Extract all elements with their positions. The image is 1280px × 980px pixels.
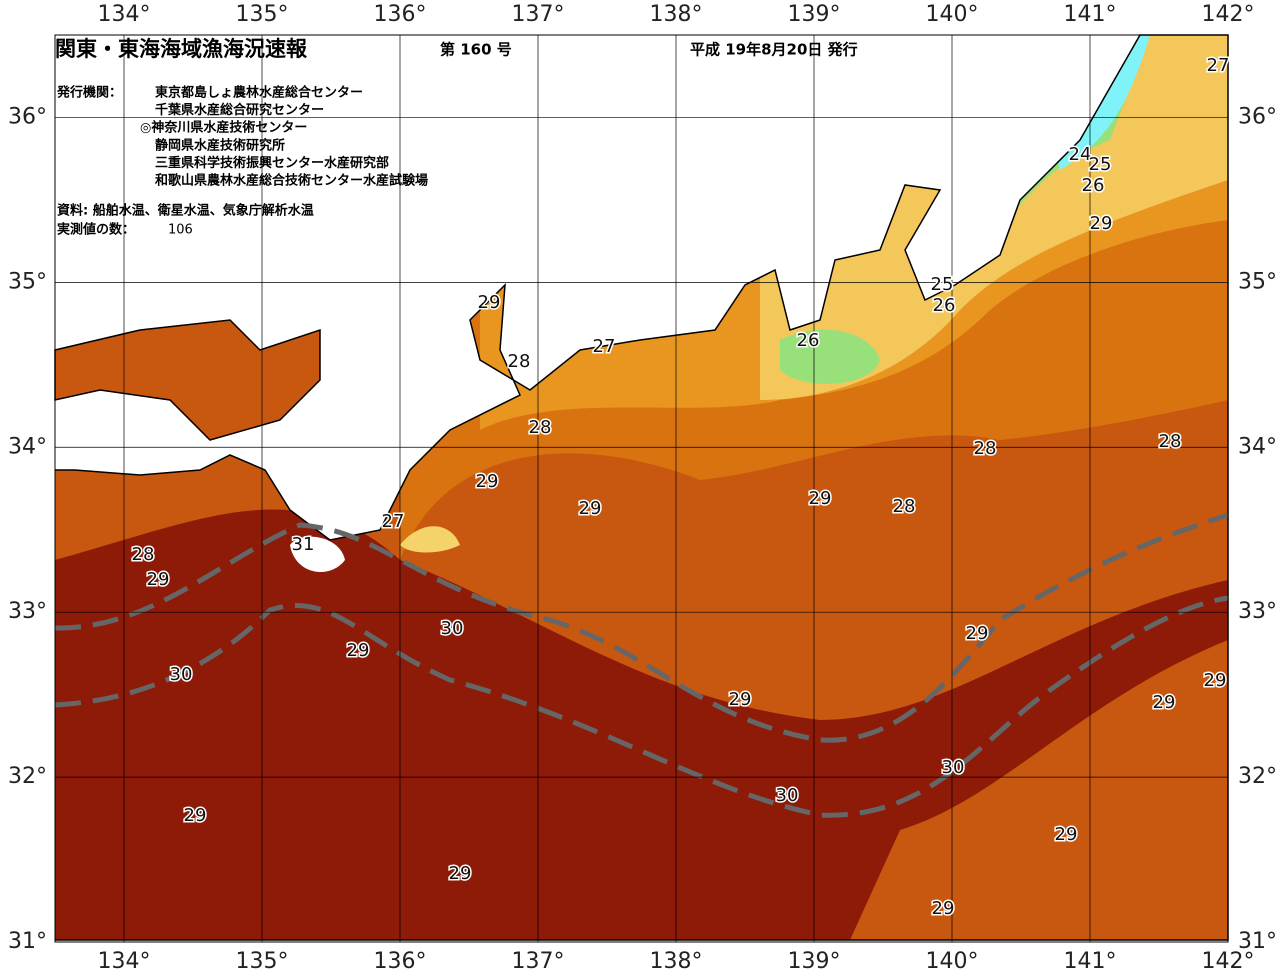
sea-30 xyxy=(55,509,1228,940)
lon-tick-label: 137° xyxy=(512,2,565,27)
contour-label: 30 xyxy=(441,618,464,639)
contour-label: 30 xyxy=(776,785,799,806)
lon-tick-label: 140° xyxy=(926,2,979,27)
lon-tick-label: 141° xyxy=(1064,949,1117,974)
lon-tick-label: 138° xyxy=(650,949,703,974)
lon-tick-label: 136° xyxy=(374,949,427,974)
lon-tick-label: 139° xyxy=(788,949,841,974)
publisher-label: 発行機関： xyxy=(56,85,122,101)
contour-label: 28 xyxy=(974,438,997,459)
contour-label: 28 xyxy=(893,496,916,517)
count: 106 xyxy=(168,223,193,238)
sea-31 xyxy=(290,536,345,572)
contour-label: 29 xyxy=(809,488,832,509)
sea-25 xyxy=(780,329,880,384)
contour-label: 26 xyxy=(797,330,820,351)
contour-label: 29 xyxy=(347,640,370,661)
lat-tick-label: 34° xyxy=(8,434,47,459)
contour-label: 28 xyxy=(1159,431,1182,452)
contour-label: 29 xyxy=(147,569,170,590)
contour-label: 29 xyxy=(1204,670,1227,691)
lat-tick-label: 33° xyxy=(1238,599,1277,624)
contour-label: 28 xyxy=(132,544,155,565)
contour-label: 29 xyxy=(1090,213,1113,234)
contour-label: 25 xyxy=(931,274,954,295)
contour-label: 29 xyxy=(932,898,955,919)
lon-tick-label: 137° xyxy=(512,949,565,974)
lat-tick-label: 32° xyxy=(8,764,47,789)
publisher: 千葉県水産総合研究センター xyxy=(155,102,324,118)
contour-label: 27 xyxy=(1207,55,1230,76)
publisher: ◎神奈川県水産技術センター xyxy=(140,120,307,136)
lat-tick-label: 35° xyxy=(1238,269,1277,294)
header: 関東・東海海域漁海況速報 第 160 号 平成 19年8月20日 発行 発行機関… xyxy=(55,37,858,238)
lat-tick-label: 31° xyxy=(8,929,47,954)
lon-tick-label: 134° xyxy=(98,949,151,974)
lat-tick-label: 34° xyxy=(1238,434,1277,459)
lat-tick-label: 31° xyxy=(1238,929,1277,954)
count-label: 実測値の数： xyxy=(57,222,135,238)
coastline xyxy=(55,34,1229,941)
contour-label: 27 xyxy=(593,336,616,357)
publisher: 東京都島しょ農林水産総合センター xyxy=(155,85,363,101)
contour-label: 28 xyxy=(508,351,531,372)
contour-label: 26 xyxy=(1082,175,1105,196)
contour-label: 28 xyxy=(529,417,552,438)
contour-label: 29 xyxy=(184,805,207,826)
lon-tick-label: 135° xyxy=(236,949,289,974)
contour-label: 29 xyxy=(449,863,472,884)
contour-label: 24 xyxy=(1069,144,1092,165)
publisher: 和歌山県農林水産総合技術センター水産試験場 xyxy=(155,173,428,189)
lon-tick-label: 141° xyxy=(1064,2,1117,27)
lon-tick-label: 136° xyxy=(374,2,427,27)
contour-label: 30 xyxy=(170,664,193,685)
contour-label: 30 xyxy=(942,757,965,778)
lat-tick-label: 35° xyxy=(8,269,47,294)
lat-tick-label: 32° xyxy=(1238,764,1277,789)
sea-27b xyxy=(400,526,460,553)
contour-label: 27 xyxy=(382,511,405,532)
date: 平成 19年8月20日 発行 xyxy=(690,41,858,59)
contour-label: 29 xyxy=(579,498,602,519)
contour-label: 29 xyxy=(966,623,989,644)
lon-tick-label: 139° xyxy=(788,2,841,27)
publisher: 静岡県水産技術研究所 xyxy=(155,137,285,153)
lon-tick-label: 138° xyxy=(650,2,703,27)
contour-label: 29 xyxy=(729,689,752,710)
sources: 資料: 船舶水温、衛星水温、気象庁解析水温 xyxy=(57,203,314,219)
lon-tick-label: 142° xyxy=(1202,949,1255,974)
contour-label: 31 xyxy=(292,534,315,555)
lon-tick-label: 134° xyxy=(98,2,151,27)
lon-tick-label: 140° xyxy=(926,949,979,974)
lon-tick-label: 142° xyxy=(1202,2,1255,27)
kuroshio-axis xyxy=(54,512,1229,743)
publisher: 三重県科学技術振興センター水産研究部 xyxy=(155,155,389,171)
lat-tick-label: 36° xyxy=(1238,104,1277,129)
kuroshio-axis xyxy=(54,595,1229,818)
lon-tick-label: 135° xyxy=(236,2,289,27)
contour-label: 25 xyxy=(1089,154,1112,175)
contour-label: 29 xyxy=(478,292,501,313)
lat-tick-label: 36° xyxy=(8,104,47,129)
contour-label: 29 xyxy=(1055,824,1078,845)
contour-label: 29 xyxy=(1153,692,1176,713)
lat-tick-label: 33° xyxy=(8,599,47,624)
issue: 第 160 号 xyxy=(440,41,512,59)
contour-label: 29 xyxy=(476,471,499,492)
title: 関東・東海海域漁海況速報 xyxy=(55,37,308,61)
contour-label: 26 xyxy=(933,295,956,316)
